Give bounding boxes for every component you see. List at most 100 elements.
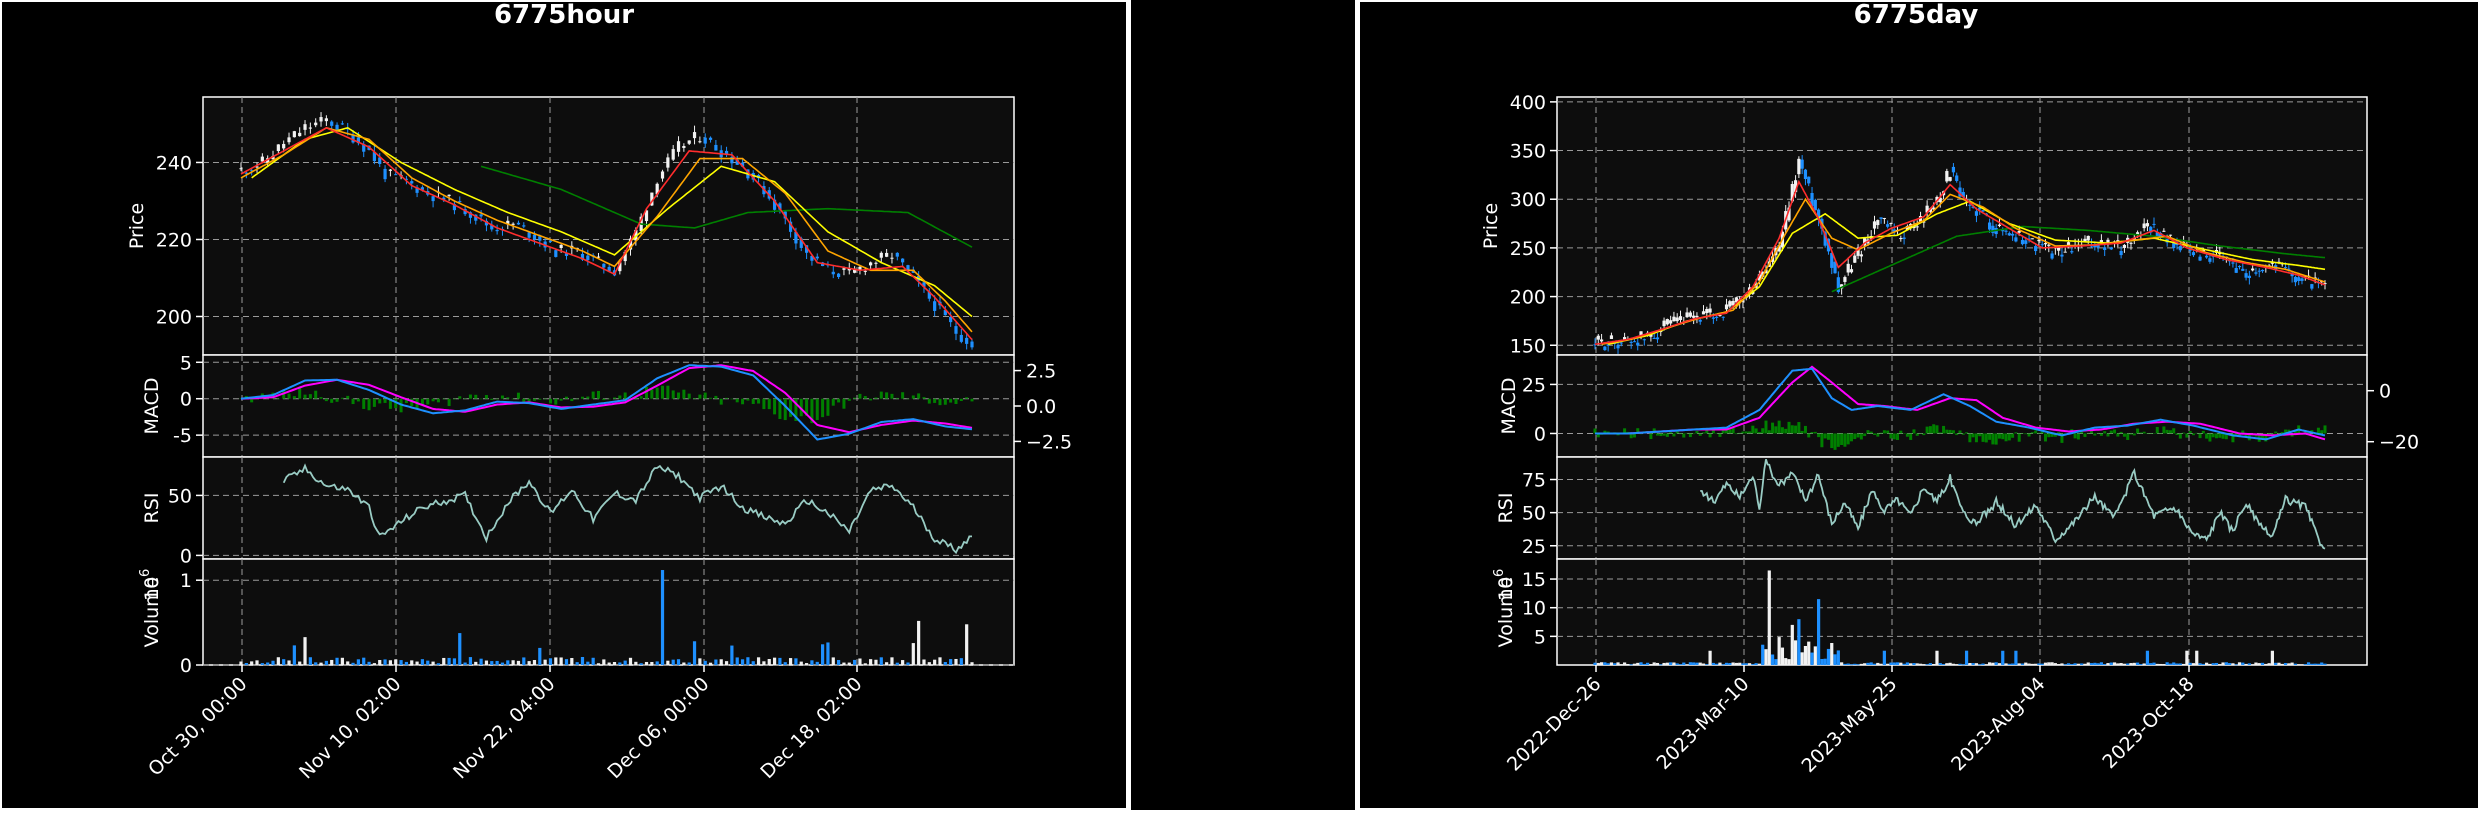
volume-bar — [2050, 662, 2054, 665]
volume-bar — [1665, 662, 1669, 665]
candle-body — [2093, 245, 2097, 248]
volume-bar — [879, 657, 883, 665]
macd-histogram-bar — [586, 396, 590, 399]
macd-histogram-bar — [1655, 433, 1659, 436]
candle-body — [474, 214, 478, 221]
volume-bar — [1790, 624, 1794, 665]
ma-long-line — [480, 165, 973, 248]
volume-bar — [1787, 659, 1791, 665]
macd-histogram-bar — [335, 398, 339, 402]
macd-histogram-bar — [815, 398, 819, 420]
volume-bar — [954, 658, 958, 665]
macd-histogram-bar — [372, 398, 376, 407]
price-panel: 150 200 250 300 350 400 Price — [1480, 92, 2368, 357]
macd-histogram-bar — [1863, 433, 1867, 437]
macd-histogram-bar — [810, 398, 814, 424]
volume-bar — [1692, 662, 1696, 665]
volume-bar — [2231, 663, 2235, 665]
macd-histogram-bar — [1698, 433, 1702, 436]
candle-body — [1698, 319, 1702, 322]
candle-body — [2149, 226, 2153, 233]
volume-bar — [847, 662, 851, 665]
macd-histogram-bar — [2007, 433, 2011, 441]
volume-bar — [2175, 663, 2179, 665]
macd-plot-area — [202, 354, 1015, 458]
candle-body — [1662, 320, 1666, 327]
macd-histogram-bar — [1912, 429, 1916, 434]
candle-body — [458, 201, 462, 203]
candle-body — [933, 301, 937, 311]
macd-histogram-bar — [511, 398, 515, 400]
macd-histogram-bar — [1708, 433, 1712, 438]
volume-bar — [1622, 662, 1627, 665]
volume-bar — [506, 660, 510, 665]
macd-histogram-bar — [564, 396, 568, 399]
macd-histogram-bar — [1702, 432, 1706, 434]
macd-histogram-bar — [1965, 432, 1969, 434]
volume-bar — [2047, 662, 2051, 665]
volume-bar — [2116, 663, 2120, 665]
volume-bar — [2247, 663, 2251, 665]
macd-histogram-bar — [1748, 431, 1752, 434]
volume-bar — [1678, 664, 1683, 665]
macd-histogram-bar — [751, 398, 755, 404]
volume-bar — [628, 657, 633, 665]
candle-body — [895, 252, 899, 257]
volume-bar — [607, 662, 611, 665]
macd-histogram-bar — [1692, 433, 1696, 435]
macd-histogram-bar — [2076, 433, 2080, 440]
macd-histogram-bar — [847, 398, 851, 401]
macd-histogram-bar — [1856, 433, 1860, 438]
volume-bar — [1777, 637, 1781, 665]
candle-body — [2135, 232, 2140, 236]
macd-histogram-bar — [516, 392, 520, 399]
macd-histogram-bar — [2096, 433, 2100, 434]
volume-bar — [2080, 663, 2084, 665]
candle-body — [2198, 256, 2202, 261]
macd-histogram-bar — [1790, 425, 1794, 434]
candle-body — [2106, 239, 2110, 243]
candle-body — [1840, 284, 1844, 289]
candle-body — [1978, 207, 1982, 210]
volume-bar — [1925, 664, 1929, 666]
macd-histogram-bar — [1882, 430, 1886, 434]
macd-histogram-bar — [340, 397, 344, 399]
volume-bar — [1662, 662, 1666, 665]
volume-bar — [2270, 650, 2274, 665]
candle-body — [1922, 221, 1926, 223]
volume-bar — [602, 659, 606, 665]
candle-body — [1810, 193, 1814, 207]
right-y-tick-label: 0 — [2379, 381, 2391, 403]
figure-frame-right — [1358, 0, 2480, 810]
candle-body — [698, 141, 702, 143]
volume-bar — [388, 660, 393, 665]
volume-bar — [2178, 663, 2182, 665]
candle-body — [468, 212, 473, 218]
macd-histogram-bar — [1685, 433, 1689, 434]
candle-body — [2191, 252, 2196, 256]
candle-body — [1928, 208, 1933, 212]
volume-bar — [474, 661, 478, 665]
candle-body — [922, 282, 926, 287]
macd-histogram-bar — [522, 398, 526, 404]
candle-body — [324, 118, 328, 122]
candle-body — [794, 231, 798, 244]
volume-bar — [650, 661, 654, 665]
candle-body — [511, 223, 515, 225]
candle-body — [2063, 251, 2067, 253]
candle-body — [1685, 312, 1689, 318]
macd-histogram-bar — [367, 398, 371, 411]
candle-body — [2300, 278, 2304, 281]
macd-histogram-bar — [1869, 431, 1873, 434]
macd-histogram-bar — [1659, 433, 1663, 437]
candle-body — [740, 162, 745, 167]
candle-body — [463, 209, 467, 215]
volume-bar — [1734, 662, 1738, 665]
volume-bar — [1859, 663, 1863, 665]
volume-bar — [1984, 664, 1988, 666]
right-y-tick-label: −2.5 — [1026, 431, 1072, 453]
macd-histogram-bar — [554, 398, 558, 405]
volume-bar — [735, 657, 739, 665]
macd-histogram-bar — [1909, 433, 1913, 440]
